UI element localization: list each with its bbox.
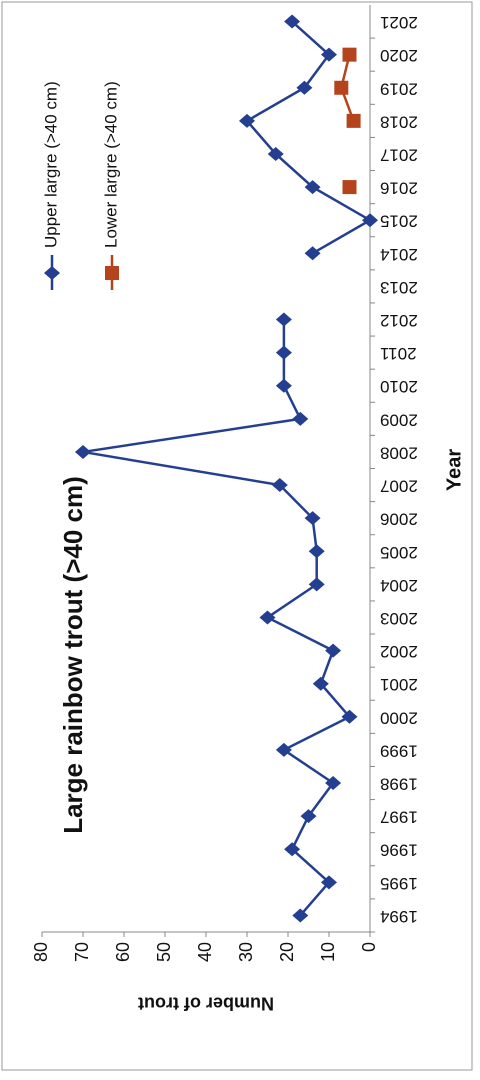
point — [341, 709, 358, 724]
x-tick-label: 2013 — [380, 278, 418, 297]
x-tick-label: 2008 — [380, 443, 418, 462]
point — [271, 478, 288, 493]
x-tick-label: 2004 — [380, 576, 418, 595]
point — [284, 14, 301, 29]
point — [284, 842, 301, 857]
x-tick-label: 2015 — [380, 212, 418, 231]
x-tick-label: 2009 — [380, 410, 418, 429]
x-tick-label: 2005 — [380, 543, 418, 562]
legend-label: Lower largre (>40 cm) — [101, 81, 120, 248]
y-tick-label: 80 — [31, 942, 51, 962]
point — [321, 875, 337, 890]
x-tick-label: 1994 — [380, 907, 418, 926]
x-tick-label: 1996 — [380, 841, 418, 860]
point — [300, 809, 317, 824]
x-tick-label: 2010 — [380, 377, 418, 396]
point — [362, 213, 378, 228]
point — [342, 47, 357, 62]
x-tick-label: 1999 — [380, 741, 418, 760]
x-tick-label: 2001 — [380, 675, 418, 694]
point — [304, 511, 321, 526]
rotated-chart: Large rainbow trout (>40 cm) Year Number… — [1, 1, 473, 1071]
y-axis-title: Number of trout — [138, 993, 274, 1013]
x-tick-label: 1997 — [380, 808, 418, 827]
point — [275, 345, 292, 360]
point — [75, 444, 91, 459]
point — [105, 266, 119, 280]
y-tick-label: 70 — [72, 942, 92, 962]
point — [304, 246, 321, 261]
chart-frame — [1, 1, 473, 1071]
point — [275, 378, 292, 393]
y-tick-label: 30 — [236, 942, 256, 962]
y-tick-label: 50 — [154, 942, 174, 962]
x-tick-label: 2007 — [380, 477, 418, 496]
x-tick-label: 2000 — [380, 708, 418, 727]
point — [292, 908, 309, 923]
x-axis-title: Year — [443, 449, 465, 491]
x-tick-label: 2019 — [380, 79, 418, 98]
x-tick-label: 2017 — [380, 145, 418, 164]
point — [312, 676, 329, 691]
point — [325, 776, 342, 791]
point — [275, 742, 292, 757]
x-tick-label: 2020 — [380, 46, 418, 65]
point — [304, 180, 321, 195]
x-tick-label: 2012 — [380, 311, 418, 330]
y-tick-label: 0 — [359, 942, 379, 952]
point — [296, 80, 313, 95]
legend-label: Upper largre (>40 cm) — [41, 81, 60, 248]
chart-title: Large rainbow trout (>40 cm) — [58, 476, 88, 834]
series-line — [82, 20, 373, 917]
point — [346, 113, 361, 128]
x-tick-label: 1995 — [380, 874, 418, 893]
x-tick-label: 2021 — [380, 13, 418, 32]
y-tick-label: 60 — [113, 942, 133, 962]
point — [308, 577, 325, 592]
point — [239, 113, 255, 128]
y-tick-label: 10 — [318, 942, 338, 962]
point — [259, 610, 276, 625]
point — [275, 312, 292, 327]
x-tick-label: 2014 — [380, 245, 418, 264]
y-tick-label: 40 — [195, 942, 215, 962]
point — [342, 180, 357, 195]
x-tick-label: 2018 — [380, 112, 418, 131]
point — [308, 544, 325, 559]
point — [321, 47, 337, 62]
y-tick-label: 20 — [277, 942, 297, 962]
x-tick-label: 2003 — [380, 609, 418, 628]
point — [44, 266, 60, 280]
point — [334, 80, 349, 95]
x-tick-label: 2016 — [380, 179, 418, 198]
point — [292, 411, 309, 426]
x-tick-label: 2002 — [380, 642, 418, 661]
x-tick-label: 1998 — [380, 775, 418, 794]
x-tick-label: 2006 — [380, 510, 418, 529]
point — [325, 643, 342, 658]
x-tick-label: 2011 — [380, 344, 417, 363]
point — [267, 146, 284, 161]
